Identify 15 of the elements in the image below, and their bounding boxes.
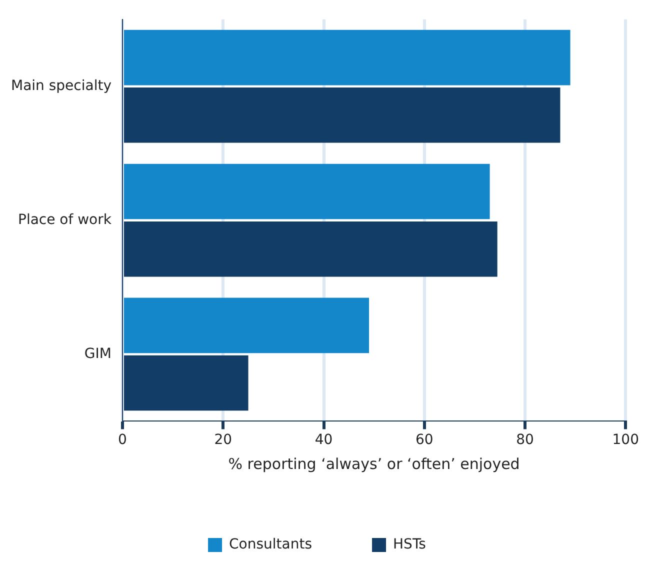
x-tick-label: 80 bbox=[516, 432, 534, 448]
x-tick-label: 20 bbox=[214, 432, 232, 448]
y-tick-label: Main specialty bbox=[10, 78, 112, 94]
x-tick-label: 0 bbox=[118, 432, 127, 448]
x-tick-label: 100 bbox=[612, 432, 640, 448]
legend-label: Consultants bbox=[229, 536, 312, 553]
y-tick-label: Place of work bbox=[18, 212, 112, 228]
y-tick-label: GIM bbox=[84, 346, 112, 362]
x-axis-title: % reporting ‘always’ or ‘often’ enjoyed bbox=[228, 454, 520, 473]
bar bbox=[124, 298, 370, 354]
bar bbox=[124, 30, 570, 86]
x-tick-label: 60 bbox=[415, 432, 434, 448]
x-tick-label: 40 bbox=[314, 432, 333, 448]
bar bbox=[124, 164, 490, 220]
legend-label: HSTs bbox=[393, 536, 426, 553]
